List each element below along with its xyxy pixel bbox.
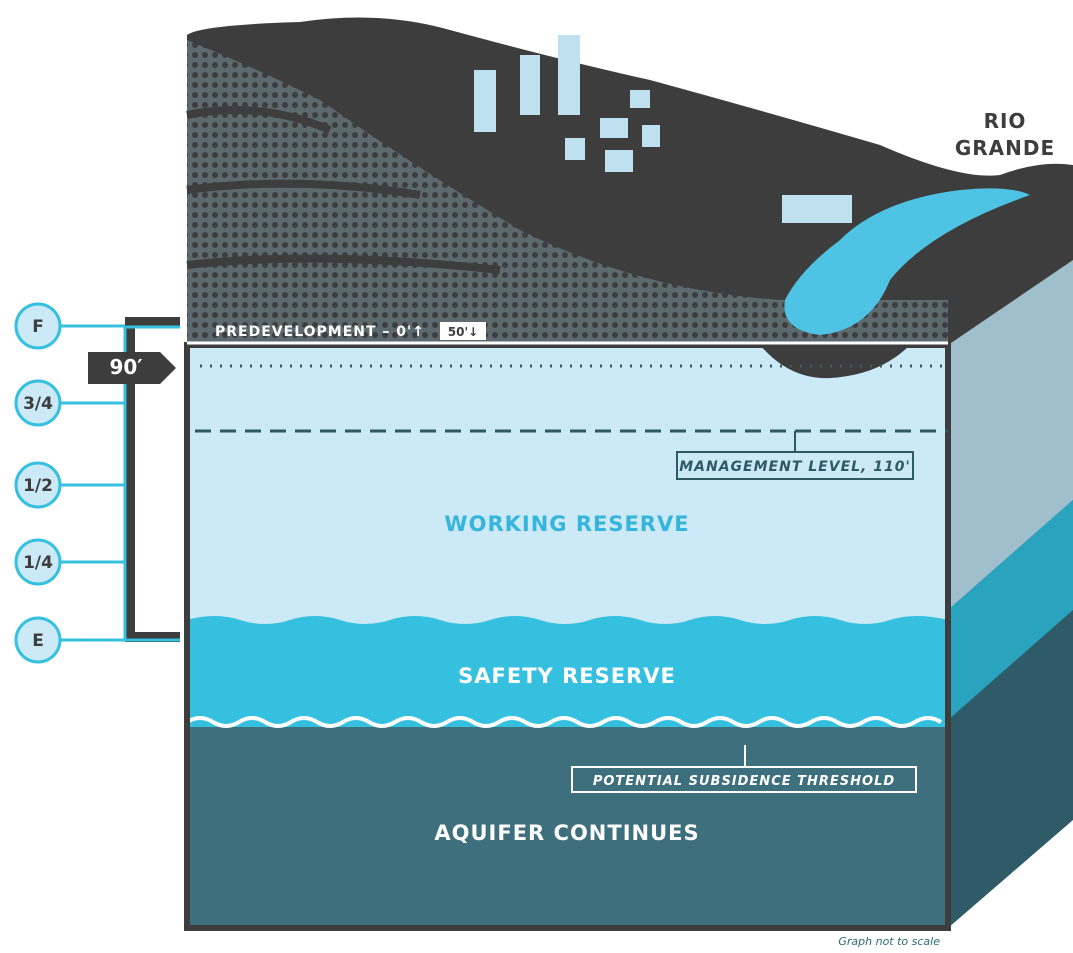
river: [784, 188, 1030, 335]
gauge-ticks: [60, 324, 125, 642]
label-box: [571, 766, 917, 793]
aquifer-zone: [187, 727, 948, 928]
zone-label: AQUIFER CONTINUES: [434, 821, 699, 845]
soil-divider: [186, 106, 501, 274]
threshold-label: POTENTIAL SUBSIDENCE THRESHOLD: [593, 774, 895, 789]
river-label: GRANDE: [955, 136, 1055, 160]
zone-label: WORKING RESERVE: [444, 512, 689, 536]
river-label: RIO: [984, 109, 1027, 133]
gauge-label: 3/4: [23, 394, 53, 414]
management-label: MANAGEMENT LEVEL, 110': [679, 459, 911, 475]
gauge-circle: [14, 379, 62, 427]
gauge-circle: [14, 302, 62, 350]
side-working: [948, 260, 1073, 610]
depth-label: 90′: [109, 355, 142, 379]
gauge-circle: [14, 616, 62, 664]
side-safety: [948, 500, 1073, 720]
gauge-circle: [14, 538, 62, 586]
gauge-circle: [14, 461, 62, 509]
footnote: Graph not to scale: [838, 935, 940, 948]
riverbed: [760, 345, 910, 379]
marker-box: [440, 322, 486, 340]
gauge-label: F: [32, 317, 44, 337]
zone-label: SAFETY RESERVE: [458, 664, 676, 688]
gauge-label: 1/2: [23, 476, 53, 496]
city: [474, 35, 852, 223]
gauge-label: E: [32, 631, 44, 651]
label-box: [676, 451, 914, 480]
soil-layers: [187, 40, 948, 345]
threshold-wave: [185, 716, 943, 728]
depth-tag: [88, 352, 176, 384]
gauge-bracket: [125, 317, 180, 642]
frame: [184, 342, 951, 931]
predevelopment-label: PREDEVELOPMENT – 0'↑: [215, 324, 425, 340]
marker-label: 50'↓: [448, 325, 478, 339]
gauge-label: 1/4: [23, 553, 53, 573]
